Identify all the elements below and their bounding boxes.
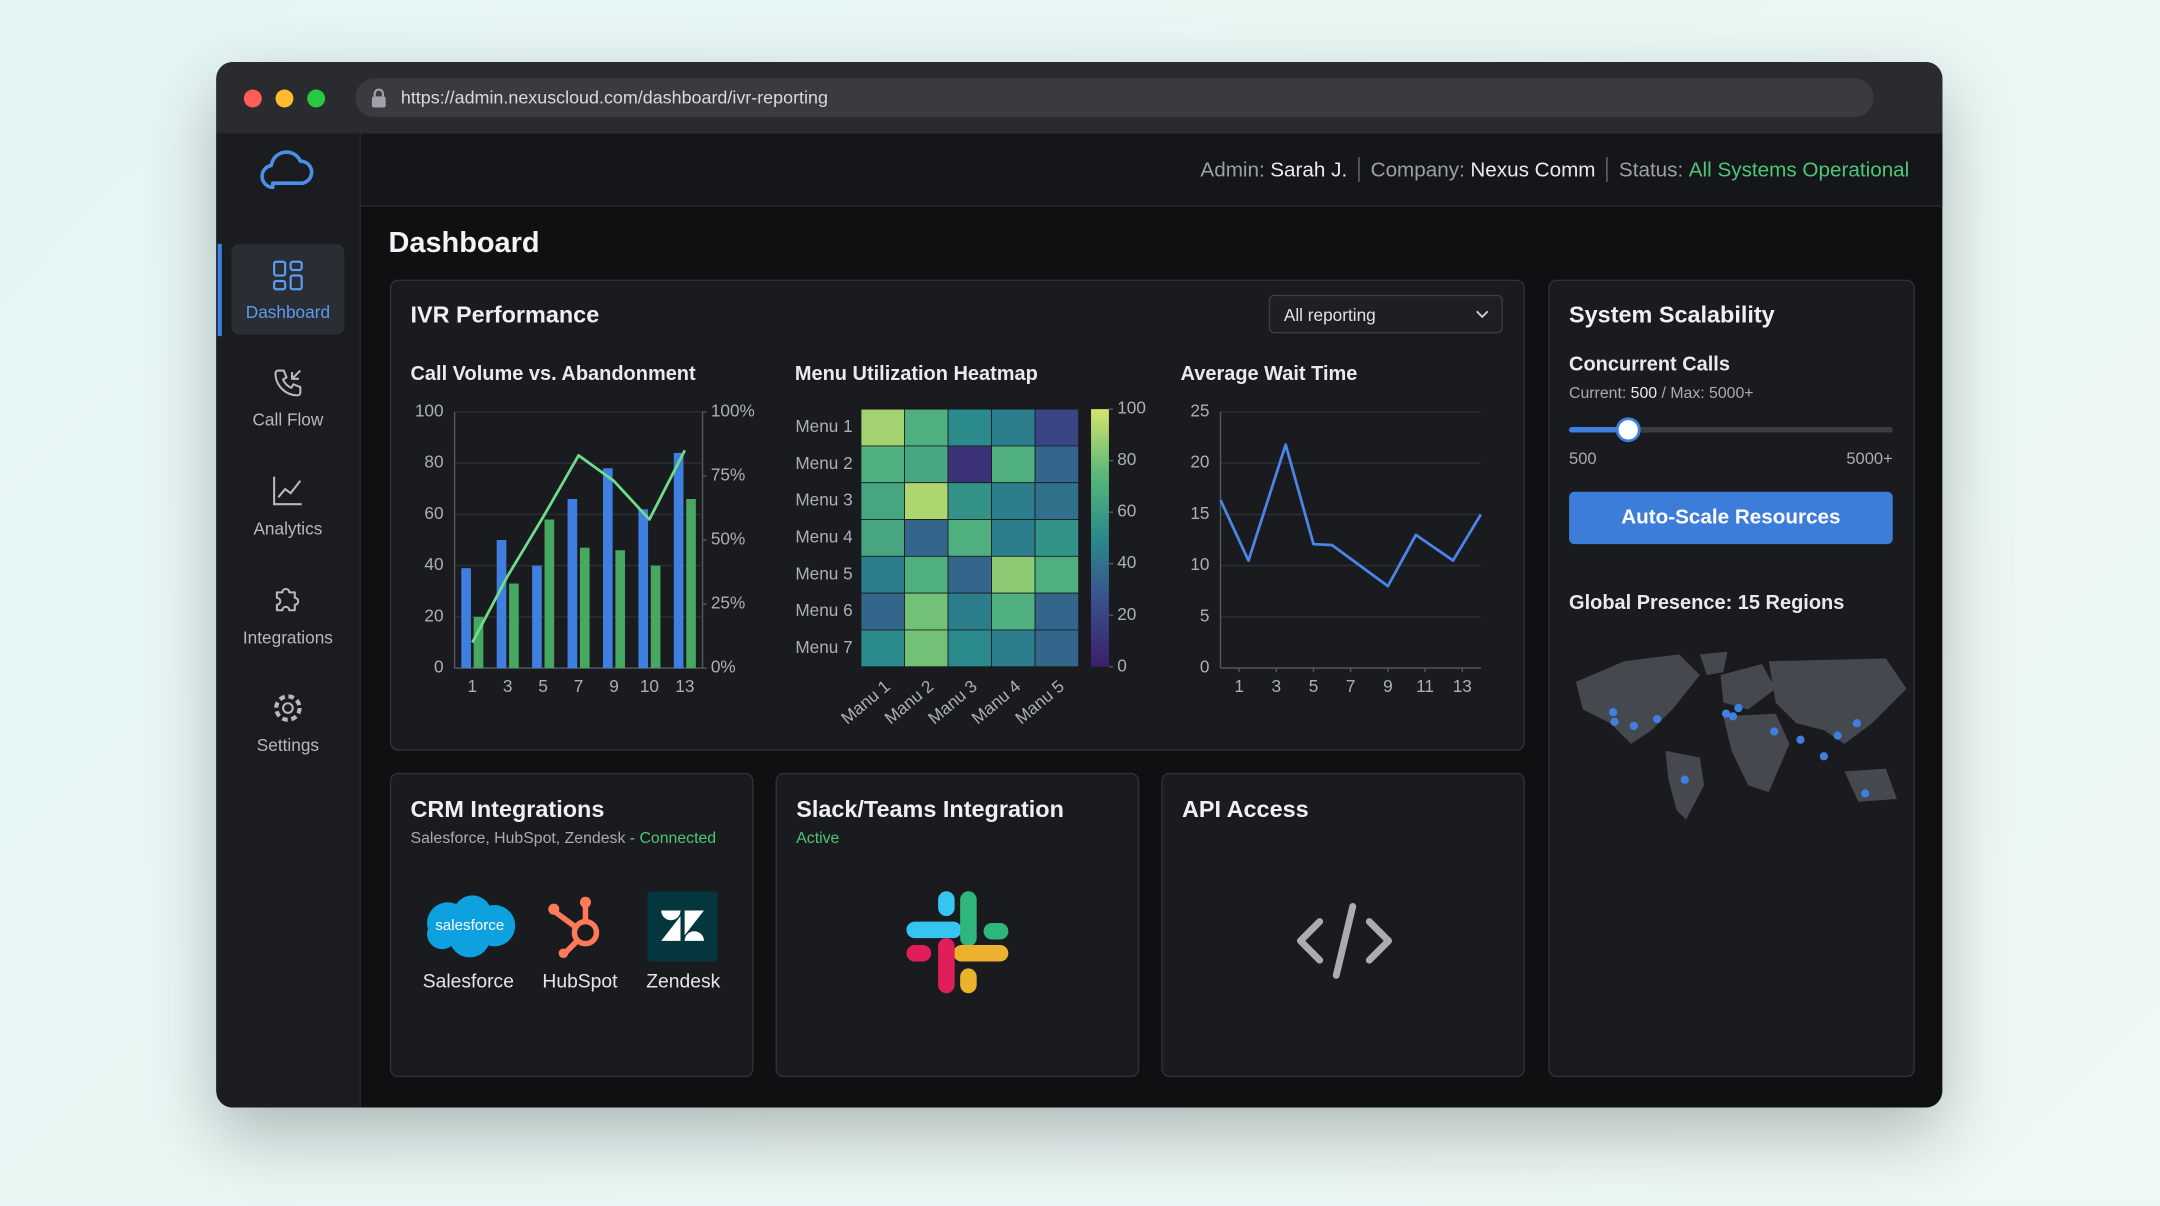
page-title: Dashboard (388, 227, 540, 259)
ivr-card (389, 279, 1525, 751)
app-label: Zendesk (646, 969, 721, 992)
app-label: Salesforce (422, 969, 514, 992)
nav-label: Analytics (253, 519, 323, 539)
chevron-icon (1476, 310, 1489, 319)
top-header (360, 133, 1943, 207)
card-title: API Access (1181, 796, 1309, 823)
presence-title: Global Presence: 15 Regions (1569, 592, 1845, 615)
slider-track[interactable] (1569, 427, 1893, 433)
card-title: CRM Integrations (410, 796, 605, 823)
report-filter[interactable]: All reporting (1268, 294, 1503, 334)
dashboard-icon (273, 260, 303, 291)
settings-icon (274, 694, 302, 722)
world-map (1575, 651, 1907, 820)
maximize-button[interactable] (307, 89, 326, 108)
max-label: / Max: 5000+ (1661, 385, 1754, 403)
logo (260, 150, 314, 190)
nav-item[interactable]: Call Flow (231, 351, 344, 442)
status-label: Status: (1618, 157, 1684, 182)
hubspot-logo (548, 896, 600, 959)
nav-label: Call Flow (252, 410, 324, 430)
separator (1358, 157, 1360, 182)
header-info: Admin: Sarah J. Company: Nexus Comm Status… (1200, 157, 1909, 182)
card-subtitle: Salesforce, HubSpot, Zendesk - Connected (411, 831, 717, 848)
card-status: Active (796, 830, 840, 848)
analytics-icon (273, 476, 302, 506)
integrations-icon (275, 587, 300, 612)
slider-max: 5000+ (1846, 449, 1893, 469)
separator (1606, 157, 1608, 182)
logo-text: salesforce (435, 917, 504, 934)
filter-value: All reporting (1283, 305, 1376, 326)
nav-item[interactable]: Dashboard (231, 243, 345, 335)
status-value: All Systems Operational (1688, 157, 1910, 182)
crm-status: Connected (639, 830, 717, 848)
address-bar[interactable] (355, 78, 1874, 118)
admin-label: Admin: (1200, 157, 1265, 182)
nav-label: Dashboard (245, 303, 331, 323)
auto-scale-button[interactable]: Auto-Scale Resources (1569, 491, 1893, 545)
card-title: System Scalability (1569, 301, 1775, 328)
nav-item[interactable]: Integrations (231, 569, 344, 660)
slack-logo (906, 891, 1009, 994)
company-name: Nexus Comm (1470, 157, 1596, 182)
zendesk-logo (647, 891, 718, 962)
slider-fill (1569, 427, 1629, 433)
nav-item[interactable]: Analytics (231, 460, 344, 551)
close-button[interactable] (243, 89, 262, 108)
capacity-text: Current: 500 / Max: 5000+ (1569, 386, 1754, 403)
url: https://admin.nexuscloud.com/dashboard/i… (400, 86, 828, 108)
minimize-button[interactable] (275, 89, 294, 108)
call-flow-icon (274, 369, 302, 397)
lock-icon (371, 88, 386, 108)
api-card (1161, 772, 1525, 1078)
nav-label: Settings (256, 735, 320, 755)
nav-item[interactable]: Settings (231, 676, 344, 767)
slider-min: 500 (1569, 449, 1597, 469)
crm-list: Salesforce, HubSpot, Zendesk - (410, 830, 636, 848)
card-title: IVR Performance (410, 301, 600, 328)
salesforce-logo: salesforce (427, 895, 516, 958)
section-title: Concurrent Calls (1569, 354, 1730, 377)
company-label: Company: (1370, 157, 1465, 182)
current-value: 500 (1630, 385, 1658, 403)
app-label: HubSpot (542, 969, 618, 992)
slider-knob[interactable] (1615, 417, 1641, 443)
active-indicator (217, 243, 222, 337)
admin-name: Sarah J. (1270, 157, 1348, 182)
current-label: Current: (1569, 385, 1627, 403)
card-title: Slack/Teams Integration (796, 796, 1064, 823)
nav-label: Integrations (242, 628, 333, 648)
code-icon (1296, 902, 1393, 979)
